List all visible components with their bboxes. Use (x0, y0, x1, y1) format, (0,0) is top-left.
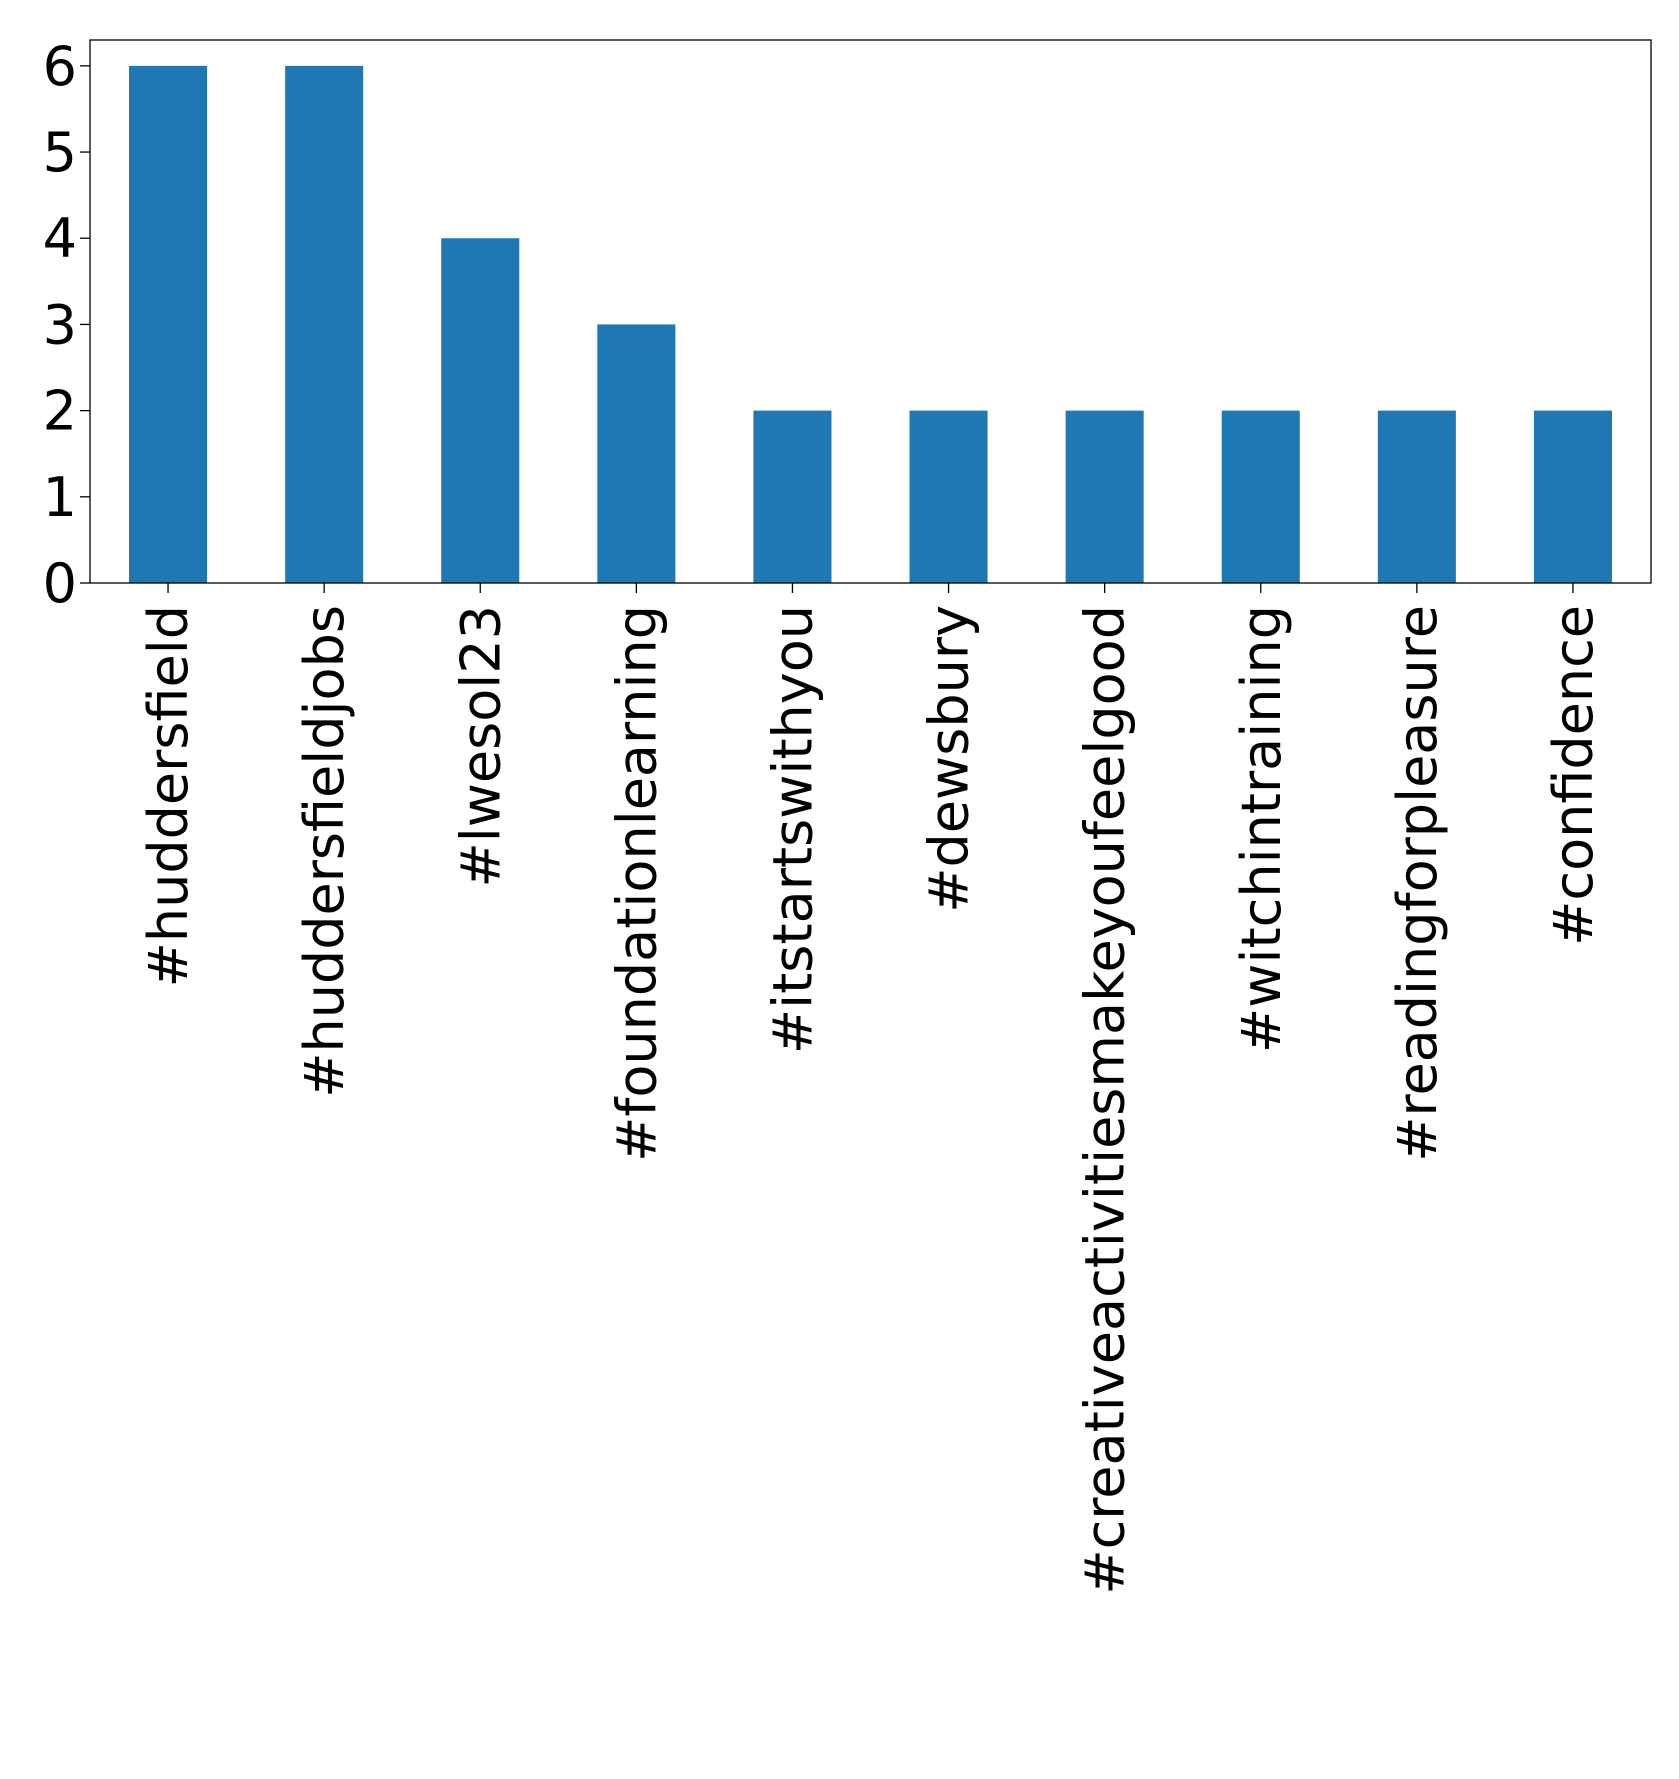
bar (285, 65, 364, 584)
x-tick-label: #huddersfieldjobs (293, 605, 356, 1098)
x-tick-label: #creativeactivitiesmakeyoufeelgood (1074, 605, 1137, 1595)
bar (1377, 410, 1456, 583)
plot-frame (89, 39, 1652, 584)
y-tick-label: 2 (43, 380, 77, 443)
x-tick-label: #witchintraining (1230, 605, 1293, 1053)
bar (1221, 410, 1300, 583)
y-tick-label: 1 (43, 466, 77, 529)
x-tick-label: #lwesol23 (449, 605, 512, 888)
bars-layer (129, 65, 1612, 584)
y-tick-label: 4 (43, 207, 77, 270)
x-tick-label: #readingforpleasure (1386, 605, 1449, 1162)
y-tick-label: 6 (43, 35, 77, 98)
x-tick-label: #itstartswithyou (761, 605, 824, 1054)
y-tick-label: 5 (43, 121, 77, 184)
bar (753, 410, 832, 583)
y-tick-label: 3 (43, 293, 77, 356)
y-axis: 0 1 2 3 4 5 6 (43, 35, 90, 615)
bar (1533, 410, 1612, 583)
bar (1065, 410, 1144, 583)
bar (597, 324, 676, 583)
x-axis: #huddersfield #huddersfieldjobs #lwesol23 #… (137, 583, 1605, 1595)
bar (441, 238, 520, 583)
x-tick-label: #huddersfield (137, 605, 200, 987)
y-tick-label: 0 (43, 552, 77, 615)
x-tick-label: #foundationlearning (605, 605, 668, 1162)
bar (129, 65, 208, 584)
x-tick-label: #dewsbury (918, 605, 981, 913)
x-tick-label: #confidence (1542, 605, 1605, 946)
bar (909, 410, 988, 583)
